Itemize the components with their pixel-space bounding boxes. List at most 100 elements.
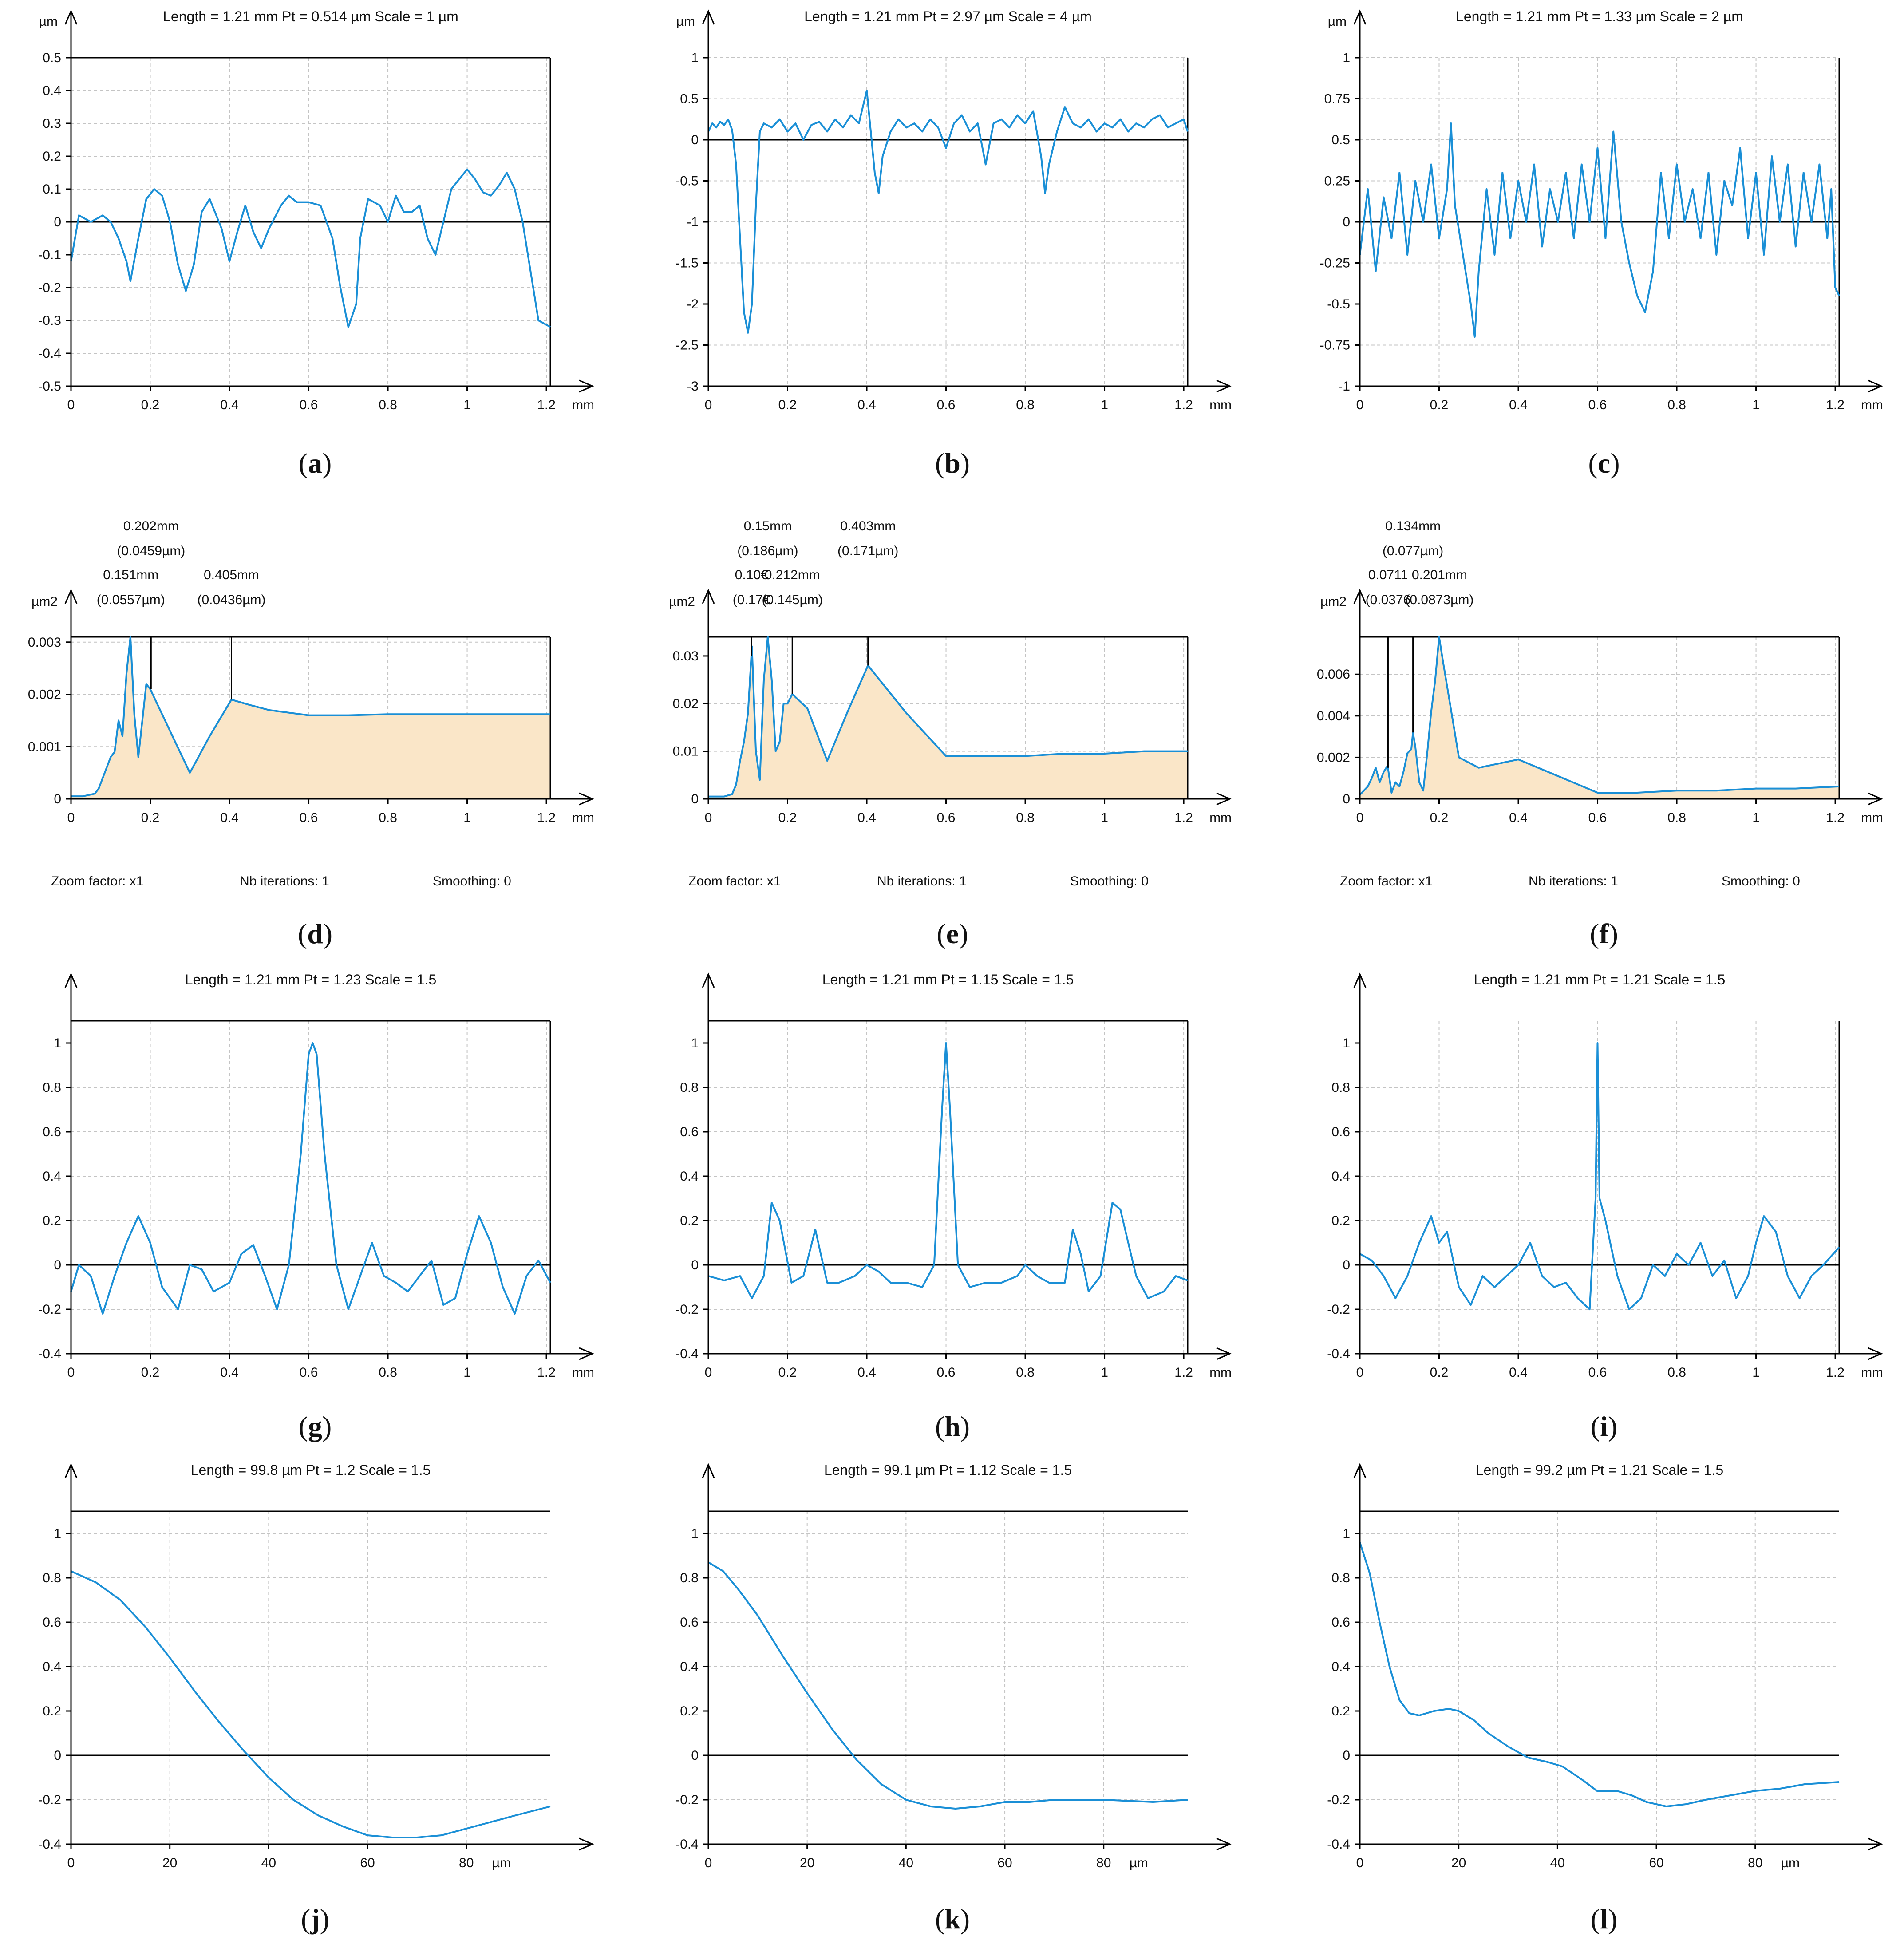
x-tick-label-1: 0.2 — [1430, 810, 1449, 825]
x-tick-label-2: 0.4 — [857, 810, 876, 825]
chart-l: 0 20 40 60 80 µm -0.4 -0.2 0 0.2 0.4 0.6 0.8 1 Length … — [1327, 1462, 1883, 1935]
x-tick-label-0: 0 — [67, 398, 75, 412]
y-tick-label-10: 0.5 — [43, 51, 61, 65]
y-tick-label-5: 0.6 — [1331, 1615, 1350, 1630]
caption-letter: h — [944, 1411, 960, 1442]
chart-header: Length = 1.21 mm Pt = 2.97 µm Scale = 4 … — [804, 8, 1092, 24]
caption-open: ( — [298, 918, 307, 949]
y-tick-label-2: 0 — [691, 1258, 699, 1272]
caption-letter: i — [1600, 1411, 1608, 1442]
x-tick-label-5: 1 — [1101, 398, 1108, 412]
chart-header: Length = 1.21 mm Pt = 1.23 Scale = 1.5 — [185, 972, 437, 988]
x-tick-label-1: 20 — [162, 1856, 177, 1870]
y-tick-label-2: 0 — [1343, 1748, 1350, 1763]
x-unit-label: mm — [1861, 810, 1883, 825]
x-tick-label-5: 1 — [463, 1365, 471, 1380]
x-tick-label-1: 0.2 — [141, 1365, 160, 1380]
footer-iterations: Nb iterations: 1 — [240, 874, 329, 889]
caption-open: ( — [299, 1411, 308, 1442]
peak-label-1: 0.202mm — [123, 519, 179, 533]
y-tick-label-1: 0.002 — [1317, 750, 1350, 765]
y-tick-label-3: 0.2 — [680, 1213, 699, 1228]
peak-value-1: (0.0459µm) — [117, 544, 185, 558]
x-tick-label-4: 80 — [459, 1856, 474, 1870]
x-tick-label-4: 80 — [1748, 1856, 1762, 1870]
x-tick-label-2: 0.4 — [1509, 810, 1528, 825]
panel-caption: (i) — [1591, 1411, 1617, 1442]
y-tick-label-1: -0.2 — [1327, 1302, 1350, 1317]
peak-label-1: 0.15mm — [744, 519, 792, 533]
x-tick-label-5: 1 — [1752, 398, 1760, 412]
peak-value-1: (0.077µm) — [1383, 544, 1443, 558]
chart-header: Length = 99.2 µm Pt = 1.21 Scale = 1.5 — [1476, 1462, 1723, 1478]
y-axis-arrow — [1353, 972, 1367, 988]
series-line — [1359, 1042, 1840, 1310]
x-axis-arrow — [579, 792, 594, 806]
footer-iterations: Nb iterations: 1 — [877, 874, 967, 889]
x-tick-label-2: 0.4 — [1509, 398, 1528, 412]
x-axis-arrow — [1868, 379, 1883, 393]
y-axis-arrow — [64, 972, 78, 988]
x-tick-label-4: 0.8 — [379, 1365, 397, 1380]
panel-caption: (a) — [299, 447, 332, 479]
y-axis-arrow — [702, 589, 715, 604]
footer-smoothing: Smoothing: 0 — [1722, 874, 1800, 889]
y-unit-label: µm2 — [1320, 594, 1347, 609]
x-unit-label: mm — [1861, 1365, 1883, 1380]
y-tick-label-9: 0.4 — [43, 83, 61, 98]
x-tick-label-6: 1.2 — [537, 810, 556, 825]
caption-open: ( — [936, 918, 946, 949]
y-tick-label-7: 0.5 — [680, 92, 699, 107]
y-tick-label-0: -0.4 — [38, 1837, 61, 1852]
y-tick-label-4: 0 — [1343, 215, 1350, 229]
y-tick-label-6: 0.8 — [680, 1571, 699, 1585]
caption-letter: b — [944, 447, 960, 479]
x-tick-label-2: 40 — [899, 1856, 913, 1870]
y-tick-label-2: -0.3 — [38, 313, 61, 328]
y-tick-label-5: 0.6 — [680, 1615, 699, 1630]
x-tick-label-1: 0.2 — [1430, 398, 1449, 412]
x-axis-arrow — [1216, 1347, 1232, 1360]
x-tick-label-6: 1.2 — [1826, 398, 1845, 412]
x-tick-label-6: 1.2 — [1174, 398, 1193, 412]
y-tick-label-5: 0.6 — [680, 1125, 699, 1139]
y-tick-label-3: -0.2 — [38, 281, 61, 295]
x-tick-label-2: 0.4 — [857, 398, 876, 412]
x-tick-label-2: 0.4 — [220, 398, 239, 412]
footer-zoom: Zoom factor: x1 — [51, 874, 143, 889]
x-tick-label-4: 80 — [1096, 1856, 1111, 1870]
peak-label-0: 0.10€ — [735, 568, 768, 582]
chart-a: 0 0.2 0.4 0.6 0.8 1 1.2 mm -0.5 -0.4 -0.3 -0.2 -0.1 0… — [38, 8, 594, 479]
y-tick-label-0: -0.4 — [1327, 1837, 1350, 1852]
y-tick-label-6: 0.8 — [680, 1080, 699, 1095]
x-tick-label-4: 0.8 — [1667, 810, 1686, 825]
panel-caption: (h) — [935, 1411, 970, 1442]
y-tick-label-0: -0.4 — [38, 1347, 61, 1361]
area-fill — [71, 637, 550, 799]
y-tick-label-5: -0.5 — [675, 174, 699, 189]
y-tick-label-6: 0.8 — [1331, 1080, 1350, 1095]
y-tick-label-7: 0.75 — [1324, 92, 1350, 107]
series-line — [71, 1570, 551, 1838]
x-axis-arrow — [1216, 379, 1232, 393]
x-axis-arrow — [1216, 792, 1232, 806]
peak-label-2: 0.201mm — [1412, 568, 1467, 582]
x-tick-label-3: 0.6 — [1588, 398, 1607, 412]
caption-close: ) — [322, 447, 332, 479]
x-tick-label-5: 1 — [1752, 810, 1760, 825]
chart-i: 0 0.2 0.4 0.6 0.8 1 1.2 mm -0.4 -0.2 0 0.2 0.4 0.6 0.8… — [1327, 972, 1883, 1442]
y-tick-label-2: -0.5 — [1327, 297, 1350, 312]
y-tick-label-8: 1 — [691, 51, 699, 65]
peak-label-0: 0.0711 — [1368, 568, 1408, 582]
x-tick-label-1: 0.2 — [778, 810, 797, 825]
panel-caption: (d) — [298, 918, 332, 949]
y-tick-label-7: 0.2 — [43, 149, 61, 164]
footer-smoothing: Smoothing: 0 — [1070, 874, 1149, 889]
panel-caption: (e) — [936, 918, 968, 949]
series-line — [1359, 1542, 1840, 1807]
x-unit-label: mm — [1861, 398, 1883, 412]
x-tick-label-2: 0.4 — [1509, 1365, 1528, 1380]
x-tick-label-0: 0 — [705, 810, 712, 825]
caption-letter: k — [944, 1903, 960, 1935]
caption-close: ) — [322, 1411, 332, 1442]
